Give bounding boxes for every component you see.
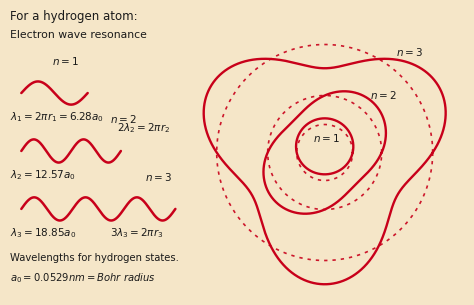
Text: For a hydrogen atom:: For a hydrogen atom:	[10, 10, 137, 23]
Text: $n = 2$: $n = 2$	[370, 89, 397, 102]
Text: $n = 1$: $n = 1$	[52, 56, 79, 67]
Text: $n = 1$: $n = 1$	[313, 132, 340, 145]
Text: $n = 3$: $n = 3$	[396, 46, 423, 58]
Text: $\lambda_3 = 18.85a_0$: $\lambda_3 = 18.85a_0$	[10, 227, 76, 240]
Text: $\lambda_2 = 12.57a_0$: $\lambda_2 = 12.57a_0$	[10, 169, 76, 182]
Text: Electron wave resonance: Electron wave resonance	[10, 30, 147, 40]
Text: $n = 2$: $n = 2$	[110, 113, 137, 125]
Text: $n = 3$: $n = 3$	[146, 171, 173, 183]
Text: $2\lambda_2 = 2\pi r_2$: $2\lambda_2 = 2\pi r_2$	[117, 122, 170, 135]
Text: $a_0 = 0.0529nm = \it{Bohr\ radius}$: $a_0 = 0.0529nm = \it{Bohr\ radius}$	[10, 271, 156, 285]
Text: Wavelengths for hydrogen states.: Wavelengths for hydrogen states.	[10, 253, 179, 263]
Text: $3\lambda_3 = 2\pi r_3$: $3\lambda_3 = 2\pi r_3$	[110, 227, 164, 240]
Text: $\lambda_1 = 2\pi r_1 = 6.28a_0$: $\lambda_1 = 2\pi r_1 = 6.28a_0$	[10, 111, 104, 124]
